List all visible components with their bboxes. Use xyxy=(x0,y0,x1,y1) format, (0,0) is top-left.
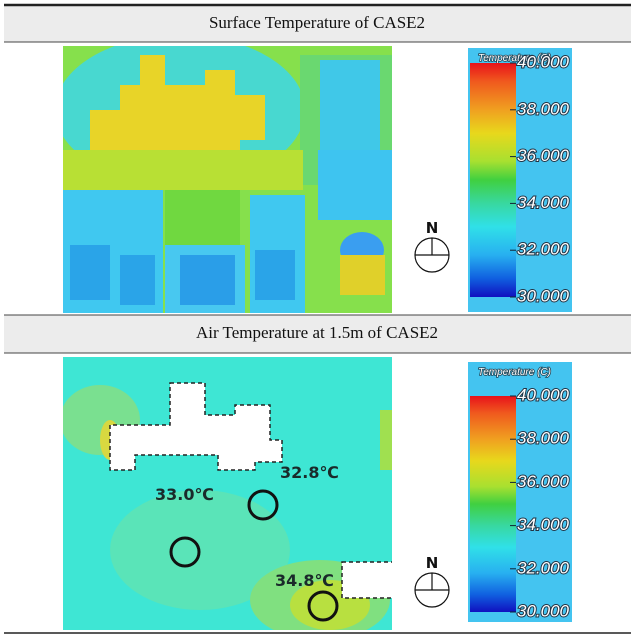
colorbar-tick-label: 38.000 xyxy=(517,429,570,448)
compass-label: N xyxy=(426,219,439,237)
colorbar-tick-label: 40.000 xyxy=(517,52,570,71)
colorbar-tick-label: 36.000 xyxy=(517,146,570,165)
colorbar-tick-label: 32.000 xyxy=(517,240,570,259)
panel-title: Air Temperature at 1.5m of CASE2 xyxy=(196,323,438,342)
colorbar-tick-label: 34.000 xyxy=(517,515,570,534)
compass-label: N xyxy=(426,554,439,572)
colorbar-tick-label: 38.000 xyxy=(517,99,570,118)
colorbar-tick-label: 40.000 xyxy=(517,385,570,404)
title-row xyxy=(4,315,631,353)
colorbar-tick-label: 30.000 xyxy=(517,601,570,620)
annotation: 33.0℃ xyxy=(155,485,214,504)
colorbar-tick-label: 32.000 xyxy=(517,558,570,577)
colorbar-title: Temperature (C) xyxy=(478,367,551,378)
surface-map xyxy=(63,46,392,313)
panel-title: Surface Temperature of CASE2 xyxy=(209,13,425,32)
title-row xyxy=(4,6,631,42)
colorbar-title: Temperature (C) xyxy=(478,53,551,64)
annotation: 34.8℃ xyxy=(275,571,334,590)
colorbar-tick-label: 36.000 xyxy=(517,472,570,491)
colorbar-tick-label: 30.000 xyxy=(517,286,570,305)
annotation: 32.8℃ xyxy=(280,463,339,482)
colorbar xyxy=(470,396,516,612)
colorbar xyxy=(470,63,516,297)
air-map xyxy=(63,357,392,630)
colorbar-tick-label: 34.000 xyxy=(517,193,570,212)
